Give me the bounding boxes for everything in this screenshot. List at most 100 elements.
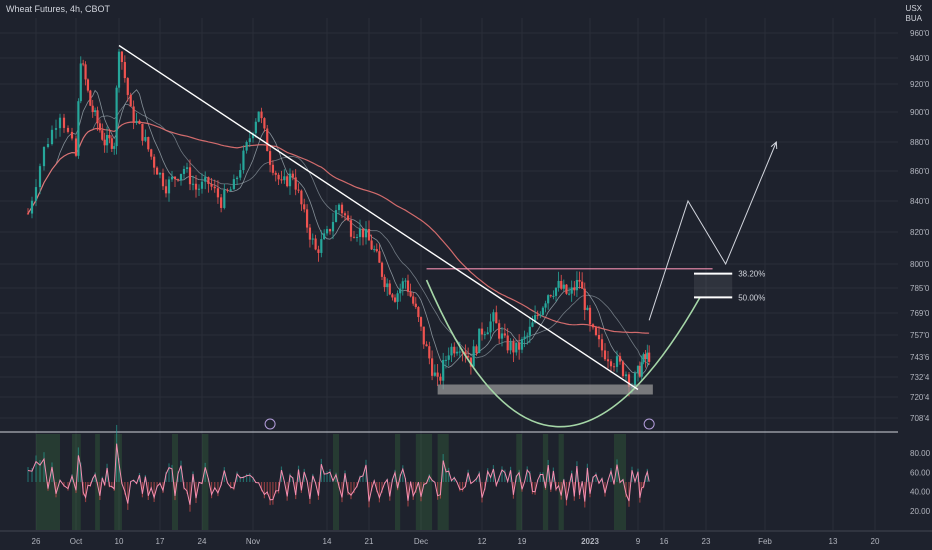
indicator-histogram-bar xyxy=(230,482,232,489)
candle-body xyxy=(271,164,275,173)
indicator-histogram-bar xyxy=(350,482,352,500)
candle-body xyxy=(291,173,294,178)
candle-body xyxy=(308,227,312,240)
indicator-histogram-bar xyxy=(329,469,331,482)
time-axis-label: 10 xyxy=(115,537,124,546)
candle-body xyxy=(98,123,101,131)
indicator-histogram-bar xyxy=(180,460,182,482)
indicator-histogram-bar xyxy=(223,467,225,482)
indicator-histogram-bar xyxy=(453,476,455,482)
candle-body xyxy=(549,295,552,297)
indicator-histogram-bar xyxy=(214,482,216,490)
price-axis-label: 708'4 xyxy=(910,414,930,423)
candle-body xyxy=(123,62,126,79)
indicator-axis-label: 20.00 xyxy=(910,507,931,516)
candle-body xyxy=(305,209,309,228)
indicator-histogram-bar xyxy=(55,482,57,498)
candle-body xyxy=(425,344,428,347)
indicator-histogram-bar xyxy=(539,472,541,482)
candle-body xyxy=(141,123,144,141)
unit-label: BUA xyxy=(905,14,922,23)
candle-body xyxy=(355,236,359,238)
candle-body xyxy=(164,186,168,194)
candle-body xyxy=(624,374,628,377)
candle-body xyxy=(349,220,353,237)
candle-body xyxy=(419,317,423,327)
time-axis-label: 24 xyxy=(198,537,207,546)
candle-body xyxy=(242,150,245,171)
indicator-histogram-bar xyxy=(512,482,515,499)
candle-body xyxy=(536,315,539,317)
candle-body xyxy=(194,183,198,190)
candle-body xyxy=(103,139,106,146)
chart-title: Wheat Futures, 4h, CBOT xyxy=(6,4,111,14)
candle-body xyxy=(512,341,515,353)
candle-body xyxy=(458,351,461,353)
indicator-histogram-bar xyxy=(394,469,396,482)
candle-body xyxy=(266,128,269,152)
indicator-histogram-bar xyxy=(402,465,404,482)
candle-body xyxy=(636,365,640,374)
candle-body xyxy=(317,249,320,253)
fib-level-label: 38.20% xyxy=(738,270,765,279)
candle-body xyxy=(297,189,300,191)
candle-body xyxy=(204,177,207,182)
candle-body xyxy=(79,63,82,102)
candle-body xyxy=(108,134,111,139)
candle-body xyxy=(135,120,138,123)
price-axis-label: 860'0 xyxy=(910,167,930,176)
indicator-histogram-bar xyxy=(210,482,213,499)
candle-body xyxy=(213,186,216,189)
candle-body xyxy=(370,240,373,250)
candle-body xyxy=(404,280,407,282)
downtrend-line xyxy=(118,44,639,391)
candle-body xyxy=(346,215,350,221)
indicator-histogram-bar xyxy=(595,472,597,482)
indicator-histogram-bar xyxy=(27,467,29,482)
indicator-histogram-bar xyxy=(168,463,170,482)
candle-body xyxy=(526,335,529,337)
candle-body xyxy=(528,326,531,336)
candle-body xyxy=(533,315,537,323)
candle-body xyxy=(66,127,70,132)
candle-body xyxy=(591,324,595,328)
candle-body xyxy=(331,221,335,232)
event-marker xyxy=(643,418,655,430)
candle-body xyxy=(633,373,637,387)
candle-body xyxy=(311,238,314,240)
candle-body xyxy=(232,179,235,190)
candle-body xyxy=(422,326,425,345)
indicator-histogram-bar xyxy=(558,482,560,487)
price-axis-label: 743'6 xyxy=(910,353,930,362)
candle-body xyxy=(648,352,651,362)
indicator-histogram-bar xyxy=(565,482,568,506)
candle-body xyxy=(257,111,260,122)
candle-body xyxy=(520,338,524,350)
candle-body xyxy=(373,249,376,251)
candle-body xyxy=(155,167,159,175)
candle-body xyxy=(428,346,431,359)
candle-body xyxy=(646,352,649,360)
candle-body xyxy=(500,333,504,339)
indicator-histogram-bar xyxy=(71,474,73,482)
candle-body xyxy=(158,172,162,175)
indicator-histogram-bar xyxy=(63,482,65,487)
indicator-histogram-bar xyxy=(560,482,562,500)
candle-body xyxy=(483,334,486,336)
indicator-histogram-bar xyxy=(326,471,328,482)
candle-body xyxy=(560,280,563,289)
indicator-histogram-bar xyxy=(381,482,383,493)
candle-body xyxy=(167,179,171,194)
candle-body xyxy=(210,183,213,187)
indicator-histogram-bar xyxy=(610,467,612,482)
indicator-histogram-bar xyxy=(269,482,271,506)
indicator-histogram-bar xyxy=(616,459,618,482)
candle-body xyxy=(581,281,584,289)
indicator-histogram-bar xyxy=(442,454,444,482)
indicator-histogram-bar xyxy=(467,469,469,482)
candle-body xyxy=(380,262,384,277)
indicator-histogram-bar xyxy=(475,477,478,482)
indicator-histogram-bar xyxy=(341,482,343,503)
indicator-histogram-bar xyxy=(423,482,425,486)
